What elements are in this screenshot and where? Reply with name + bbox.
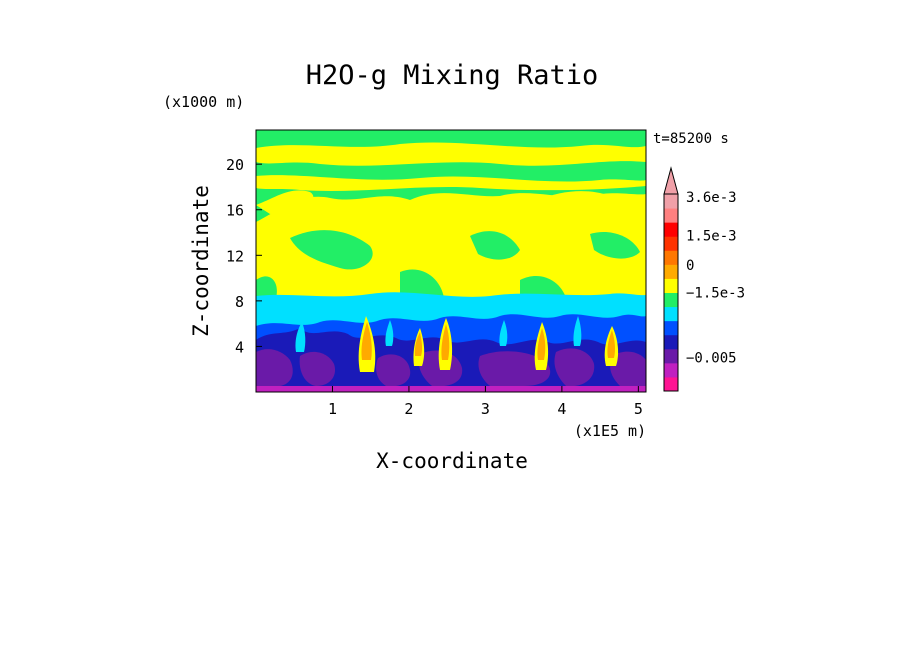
x-tick-label: 5 [634,400,643,418]
x-scale-label: (x1E5 m) [574,422,646,440]
x-axis: 1 2 3 4 5 [328,386,643,418]
x-tick-label: 1 [328,400,337,418]
colorbar-swatch [664,320,678,336]
colorbar-swatch [664,334,678,350]
colorbar-swatch [664,306,678,322]
plot-frame [255,129,647,393]
colorbar-extension-arrow [663,166,679,195]
x-tick-label: 4 [557,400,566,418]
y-tick-label: 8 [235,293,244,311]
y-tick-label: 16 [226,202,244,220]
colorbar-swatch [664,362,678,378]
x-tick-label: 3 [481,400,490,418]
colorbar-label: −1.5e-3 [686,286,745,302]
contour-level-plumes [295,316,619,372]
contour-level-green-pockets [256,230,640,298]
colorbar-frame [663,193,679,392]
contour-level-magenta [256,386,646,392]
x-tick-label: 2 [404,400,413,418]
y-tick-label: 4 [235,338,244,356]
y-axis: 4 8 12 16 20 [226,156,262,356]
y-tick-label: 12 [226,247,244,265]
contour-level-green-bands [256,130,646,173]
colorbar-label: 3.6e-3 [686,190,737,206]
colorbar-label: 0 [686,258,694,274]
colorbar-swatch [664,348,678,364]
colorbar-swatch [664,236,678,251]
colorbar-label: 1.5e-3 [686,228,737,244]
contour-level-yellow [256,142,646,298]
colorbar: 3.6e-3 1.5e-3 0 −1.5e-3 −0.005 [663,166,745,392]
y-scale-label: (x1000 m) [163,93,244,111]
colorbar-label: −0.005 [686,351,737,367]
colorbar-swatch [664,222,678,237]
chart-title: H2O-g Mixing Ratio [306,60,599,91]
y-axis-label: Z-coordinate [189,185,213,337]
colorbar-swatch [664,292,678,308]
colorbar-swatch [664,194,678,209]
colorbar-swatch [664,278,678,293]
colorbar-swatch [664,264,678,279]
time-label: t=85200 s [653,131,729,147]
colorbar-swatch [664,208,678,223]
colorbar-swatch [664,250,678,265]
x-axis-label: X-coordinate [376,449,528,473]
contour-field [256,130,646,392]
y-tick-label: 20 [226,156,244,174]
colorbar-swatch [664,376,678,392]
